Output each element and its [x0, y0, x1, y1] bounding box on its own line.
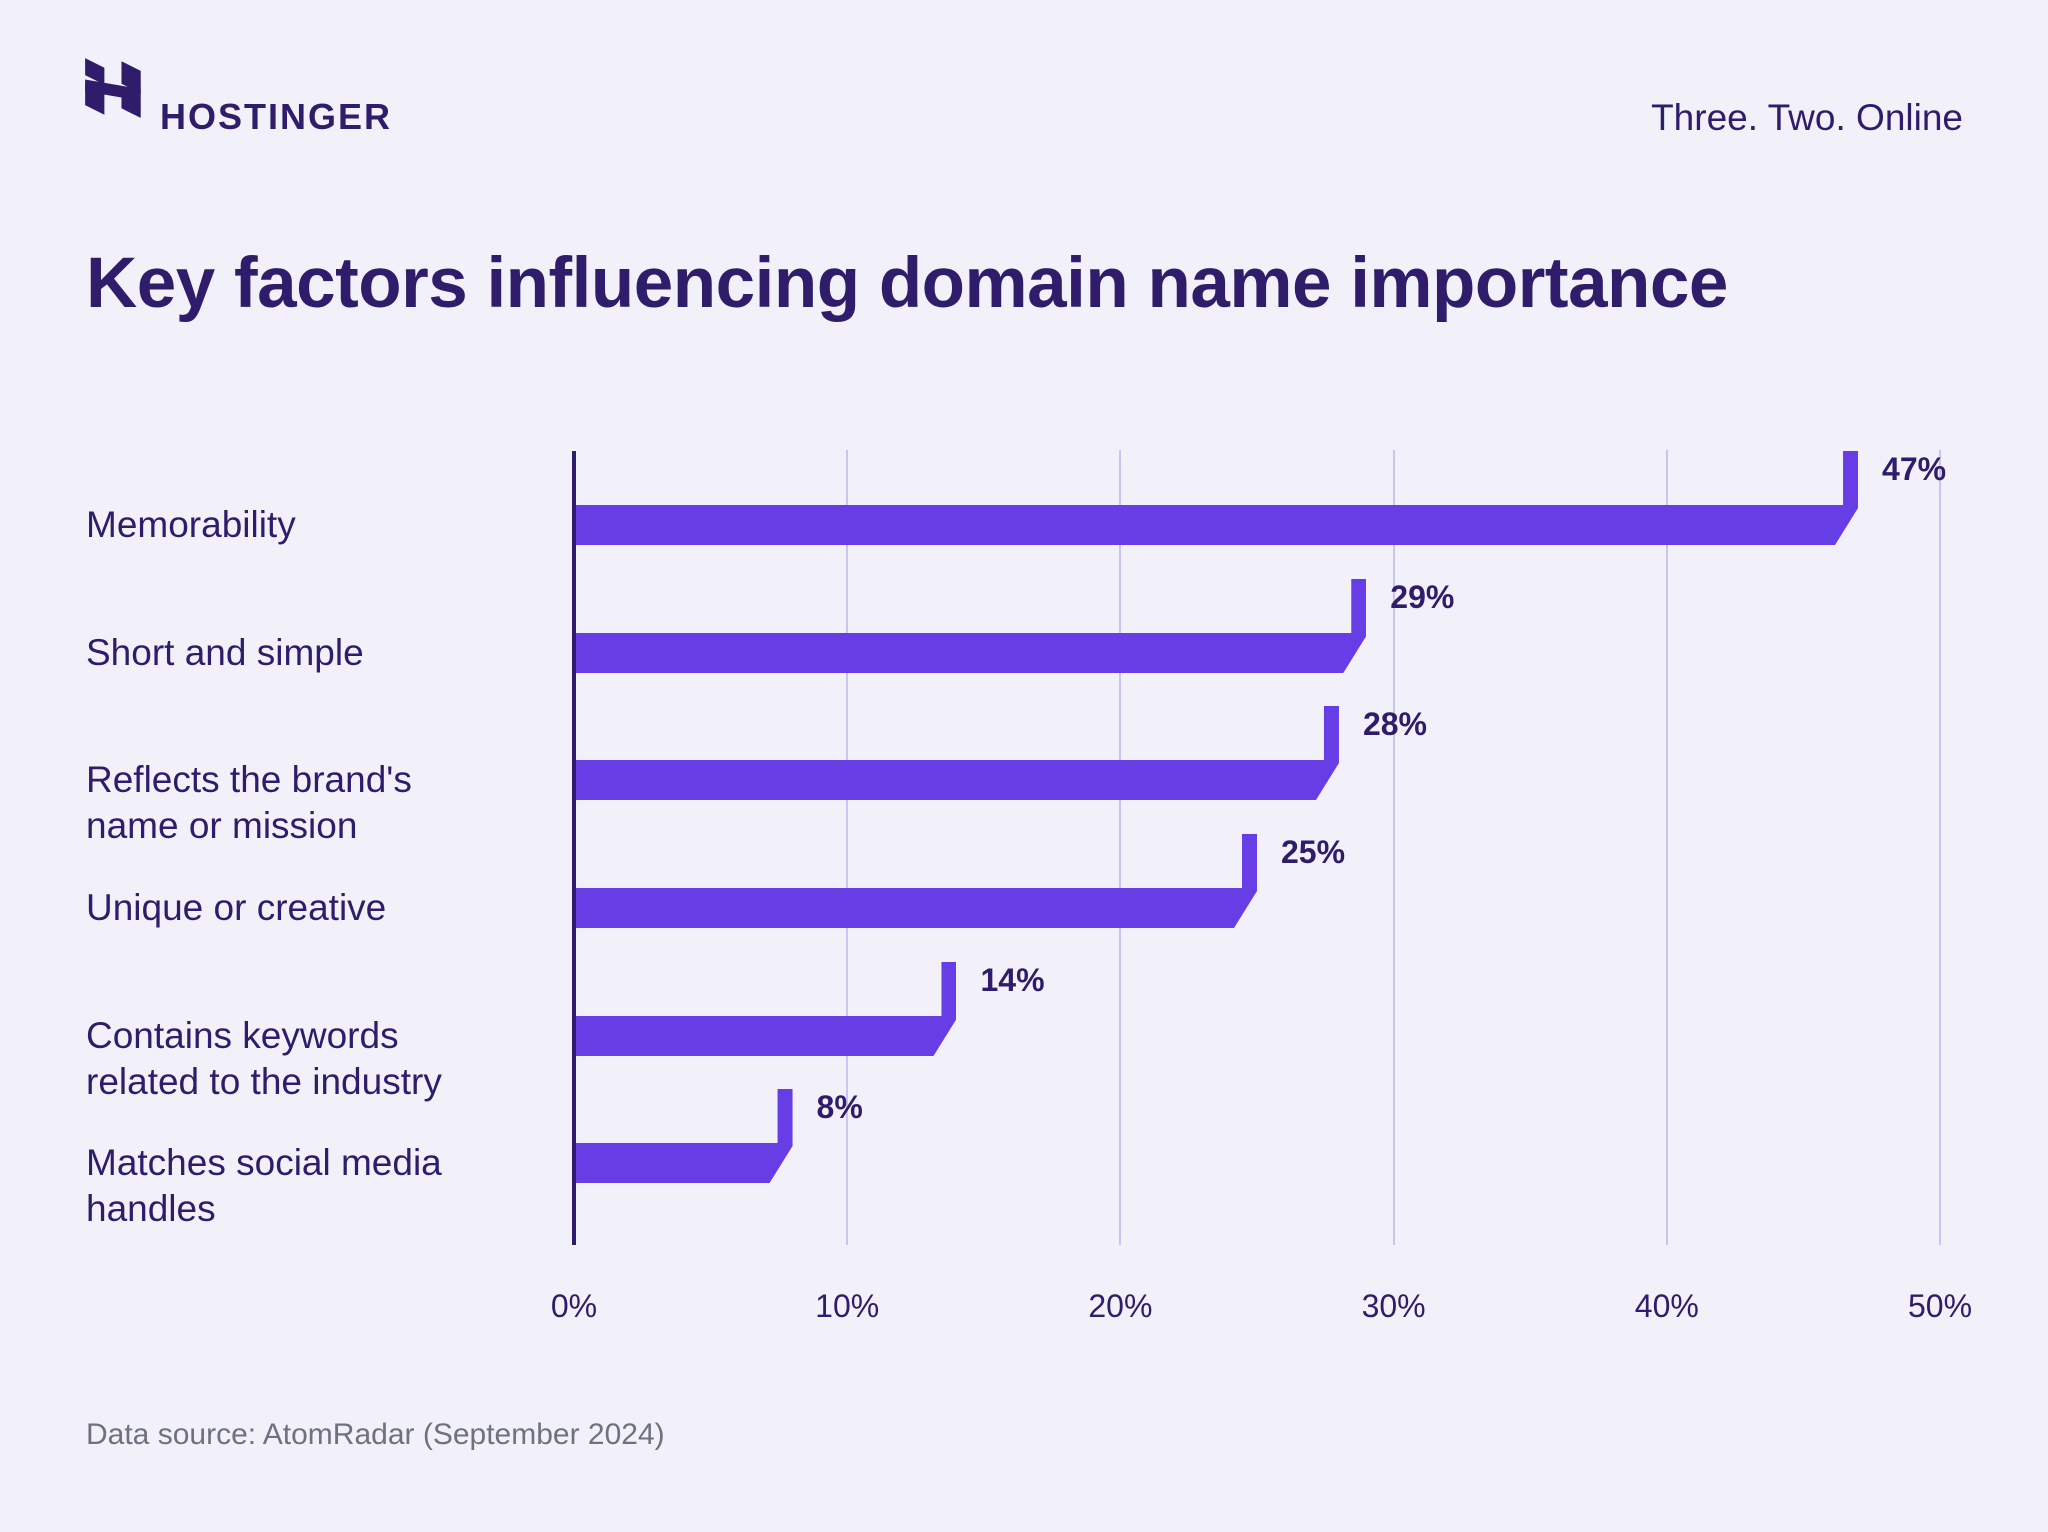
- bar-value-label: 28%: [1362, 706, 1427, 742]
- bar-value-label: 29%: [1390, 579, 1455, 615]
- x-tick-label: 10%: [815, 1288, 880, 1324]
- x-tick-label: 0%: [550, 1288, 598, 1324]
- gridline: [1119, 450, 1122, 1245]
- bar: [576, 962, 956, 1056]
- gridline: [846, 450, 849, 1245]
- x-tick-label: 40%: [1634, 1288, 1699, 1324]
- page-title: Key factors influencing domain name impo…: [86, 244, 1728, 323]
- gridline: [1392, 450, 1395, 1245]
- hostinger-logo-icon: [85, 58, 141, 118]
- gridline: [1939, 450, 1941, 1245]
- brand-name: HOSTINGER: [160, 96, 393, 137]
- bar-value-label: 47%: [1882, 451, 1947, 487]
- bar: [576, 706, 1339, 800]
- bar-value-label: 14%: [980, 962, 1045, 998]
- bar: [576, 1089, 793, 1183]
- bar: [576, 579, 1366, 673]
- bar-category-label: Unique or creative: [86, 887, 387, 928]
- x-tick-label: 50%: [1907, 1288, 1973, 1324]
- data-source-note: Data source: AtomRadar (September 2024): [86, 1418, 665, 1451]
- bar-category-label: Matches social media handles: [86, 1142, 442, 1229]
- bar-category-label: Memorability: [86, 504, 296, 545]
- bar-category-label: Contains keywords related to the industry: [86, 1015, 442, 1102]
- bar-category-label: Short and simple: [86, 632, 364, 673]
- bar-value-label: 8%: [816, 1089, 863, 1125]
- gridline: [1665, 450, 1668, 1245]
- x-tick-label: 30%: [1361, 1288, 1426, 1324]
- bar: [576, 834, 1257, 928]
- x-axis-baseline: [572, 451, 576, 1245]
- x-tick-label: 20%: [1088, 1288, 1153, 1324]
- bar-category-label: Reflects the brand's name or mission: [86, 759, 412, 846]
- bar-value-label: 25%: [1281, 834, 1346, 870]
- brand-tagline: Three. Two. Online: [1651, 97, 1963, 138]
